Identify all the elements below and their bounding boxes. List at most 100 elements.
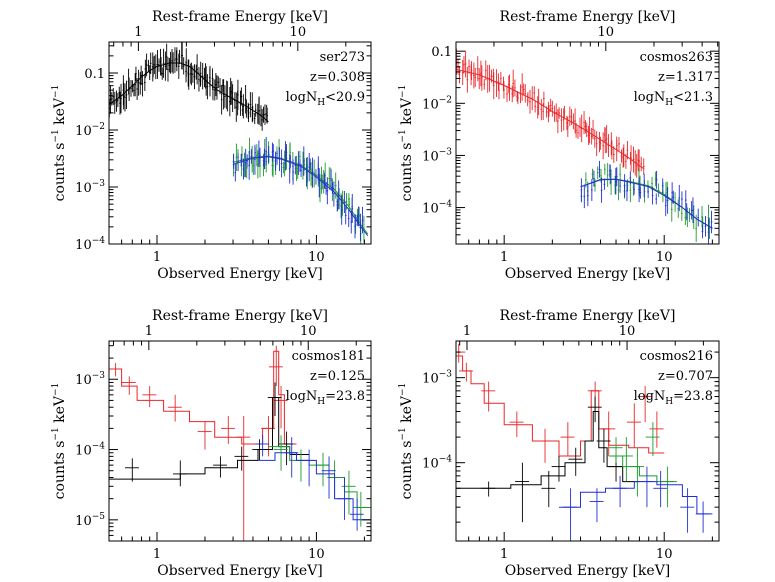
y-tick-label-base: 10	[422, 457, 439, 472]
x-tick-label: 10	[656, 250, 673, 265]
y-tick-label-base: 10	[75, 124, 92, 139]
nh-value: <21.3	[673, 90, 713, 105]
y-tick-label: 10−3	[75, 371, 105, 388]
y-tick-label: 10−2	[75, 122, 105, 139]
redshift-label: z=0.308	[310, 70, 365, 85]
nh-value: <20.9	[325, 90, 365, 105]
y-tick-label: 0.1	[84, 67, 105, 82]
column-density-label: logNH=23.8	[634, 389, 713, 407]
plot-frame	[455, 340, 720, 542]
y-axis-title-exp: −1	[51, 85, 61, 98]
plot-frame	[108, 340, 372, 542]
model-steps-blue	[258, 452, 371, 521]
top-axis-title: Rest-frame Energy [keV]	[500, 308, 676, 324]
nh-prefix: logN	[286, 90, 318, 105]
top-tick-label: 10	[300, 324, 317, 339]
series-black	[109, 382, 310, 487]
y-tick-label: 10−4	[422, 455, 452, 472]
series-blue	[232, 136, 369, 242]
top-tick-label: 1	[463, 324, 471, 339]
y-tick-label-base: 10	[75, 373, 92, 388]
nh-value: =23.8	[325, 389, 365, 404]
series-blue	[255, 435, 371, 531]
y-axis-title-part: keV	[52, 395, 68, 427]
x-tick-label: 1	[500, 547, 508, 562]
series-blue	[559, 466, 713, 541]
series-red	[456, 48, 645, 178]
model-steps-green	[268, 446, 371, 508]
source-name: cosmos263	[640, 50, 713, 65]
x-axis-title: Observed Energy [keV]	[157, 266, 323, 282]
x-tick-label: 10	[308, 250, 325, 265]
y-tick-label: 10−3	[422, 147, 452, 164]
y-tick-label-exponent: −4	[92, 236, 106, 246]
plot-data	[109, 345, 371, 541]
x-axis-title: Observed Energy [keV]	[157, 563, 323, 579]
model-steps-blue	[559, 481, 713, 515]
nh-value: =23.8	[673, 389, 713, 404]
x-tick-label: 1	[153, 250, 161, 265]
series-red	[456, 343, 665, 463]
model-steps-red	[456, 355, 665, 457]
y-tick-label: 10−5	[75, 512, 105, 529]
y-tick-label-base: 10	[422, 372, 439, 387]
series-red	[109, 345, 297, 541]
model-steps-green	[608, 455, 677, 483]
y-axis-title-exp: −1	[398, 85, 408, 98]
redshift-label: z=0.125	[310, 369, 365, 384]
y-tick-label: 10−3	[422, 370, 452, 387]
y-tick-label: 10−4	[75, 442, 105, 459]
redshift-label: z=1.317	[658, 70, 713, 85]
series-green	[608, 422, 677, 508]
y-tick-label: 10−4	[422, 200, 452, 217]
top-axis-title: Rest-frame Energy [keV]	[152, 9, 328, 25]
y-axis-title-exp: −1	[398, 129, 408, 142]
nh-subscript: H	[665, 98, 673, 108]
y-tick-label-base: 10	[422, 97, 439, 112]
series-black	[109, 42, 269, 131]
series-black	[456, 396, 640, 523]
y-axis-title-part: counts s	[52, 143, 68, 202]
y-tick-label-exponent: −3	[92, 179, 106, 189]
plot-data	[109, 42, 369, 244]
plot-frame	[455, 41, 720, 245]
plot-data	[456, 48, 713, 244]
plot-data	[456, 343, 713, 541]
source-name: cosmos216	[640, 349, 713, 364]
y-axis-title-part: counts s	[52, 441, 68, 500]
top-axis-title: Rest-frame Energy [keV]	[500, 9, 676, 25]
x-tick-label: 10	[308, 547, 325, 562]
y-axis-title: counts s−1 keV−1	[51, 383, 68, 500]
y-tick-label-base: 10	[75, 514, 92, 529]
nh-subscript: H	[317, 98, 325, 108]
y-tick-label-exponent: −4	[92, 442, 106, 452]
y-axis-title-exp: −1	[398, 383, 408, 396]
column-density-label: logNH=23.8	[286, 389, 365, 407]
y-axis-title-exp: −1	[51, 129, 61, 142]
y-tick-label-exponent: −4	[439, 200, 453, 210]
y-axis-title-exp: −1	[398, 427, 408, 440]
top-tick-label: 1	[134, 25, 142, 40]
top-tick-label: 10	[619, 324, 636, 339]
y-tick-label: 10−4	[75, 236, 105, 253]
source-name: cosmos181	[292, 349, 365, 364]
y-axis-title-part: keV	[399, 97, 415, 129]
model-steps-black	[456, 411, 640, 489]
y-tick-label-exponent: −5	[92, 512, 106, 522]
y-axis-title-part: keV	[399, 395, 415, 427]
y-tick-label-exponent: −2	[439, 95, 452, 105]
redshift-label: z=0.707	[658, 369, 713, 384]
x-tick-label: 1	[153, 547, 161, 562]
y-tick-label-base: 10	[75, 444, 92, 459]
y-axis-title-part: counts s	[399, 441, 415, 500]
nh-prefix: logN	[634, 389, 666, 404]
y-tick-label-exponent: −3	[439, 147, 453, 157]
x-tick-label: 10	[656, 547, 673, 562]
y-axis-title-part: counts s	[399, 143, 415, 202]
column-density-label: logNH<21.3	[634, 90, 713, 108]
